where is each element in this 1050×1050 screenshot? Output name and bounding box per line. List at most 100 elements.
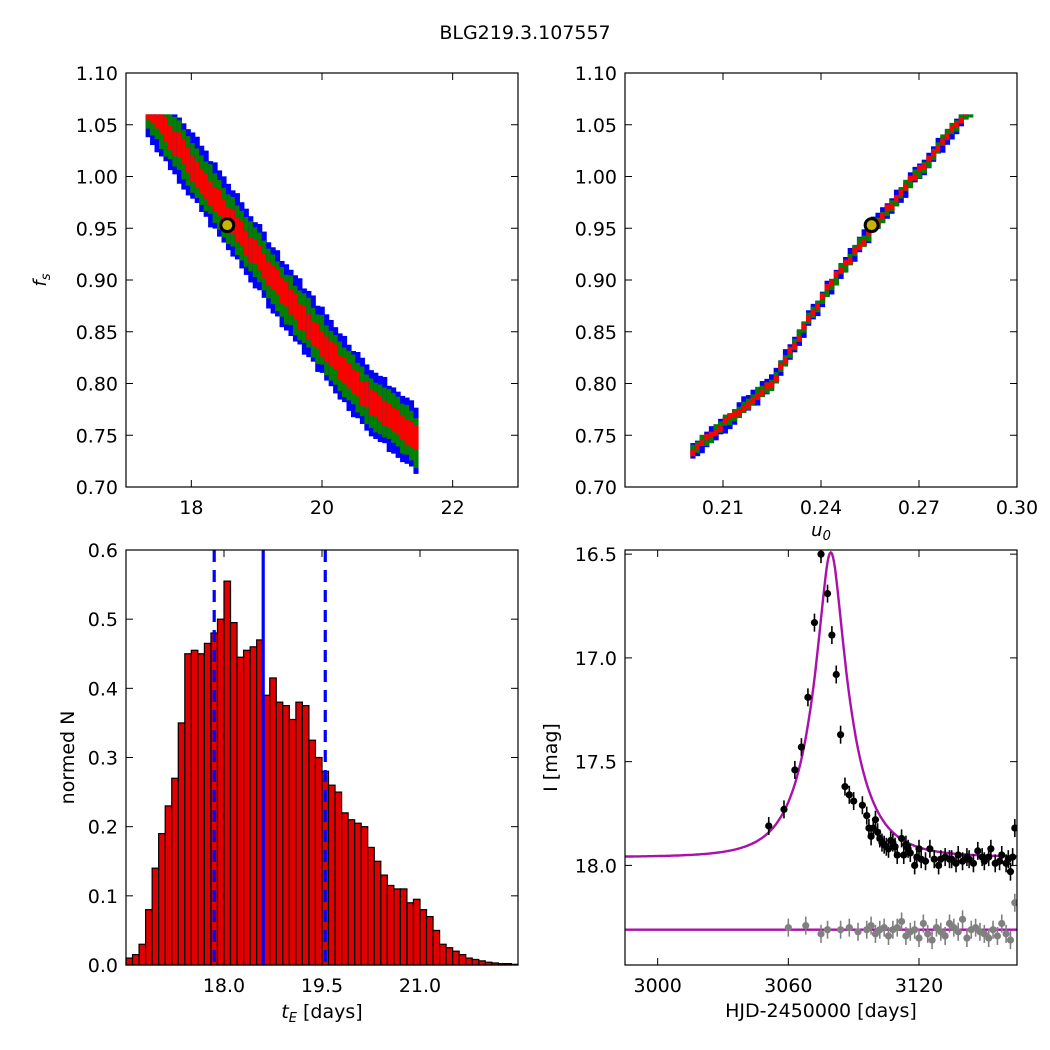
tl-xtick-label: 20 [310, 497, 334, 519]
tr-heat-cell-inner [963, 114, 969, 116]
tr-heat-cell-inner [773, 374, 779, 382]
bl-bar [164, 805, 173, 966]
br-residual-point [924, 930, 932, 938]
bl-bar [236, 656, 245, 966]
tl-heat-cell-inner [310, 321, 316, 346]
tl-ylabel: fs [30, 273, 54, 286]
br-residual-point [845, 924, 853, 932]
tr-heat-cell-inner [731, 411, 738, 418]
tl-heat-cell-inner [266, 260, 272, 286]
br-data-point [1006, 868, 1015, 876]
tr-heat-cell-mid [907, 176, 914, 189]
tl-heat-cell-inner [261, 253, 267, 279]
bl-bar [171, 777, 179, 966]
tl-heat-cell-inner [413, 425, 419, 450]
br-residual-point [958, 915, 967, 923]
tr-heat-cell-inner [880, 212, 886, 219]
tl-heat-cell-inner [279, 278, 285, 303]
br-data-point [765, 822, 773, 830]
tr-heat-cell-inner [801, 323, 807, 330]
tr-heat-cell-inner [958, 116, 964, 124]
bl-bar [177, 722, 186, 966]
tr-heat-cell-inner [921, 163, 927, 170]
tr-heat-cell-inner [824, 284, 830, 291]
tr-heat-cell-inner [917, 164, 923, 172]
br-data-point [1009, 853, 1017, 861]
br-residual-point [1002, 930, 1010, 938]
tl-heat-cell-inner [185, 147, 191, 173]
tl-heat-cell-inner [355, 371, 361, 397]
bl-bar [347, 819, 356, 966]
tr-heat-cell-inner [884, 204, 890, 211]
tr-heat-cell-inner [787, 346, 793, 353]
tl-heat-cell-mid [145, 114, 151, 129]
br-residual-point [1006, 936, 1015, 944]
tr-heat-cell-inner [861, 238, 867, 246]
bl-xtick-label: 18.0 [203, 975, 245, 997]
br-data-point [897, 834, 906, 843]
br-data-point [780, 805, 788, 813]
br-xlabel: HJD-2450000 [days] [725, 1000, 917, 1022]
tl-ytick-label: 0.80 [76, 374, 118, 396]
br-ytick-label: 17.0 [575, 648, 617, 670]
bl-bar [131, 954, 140, 966]
tr-heat-cell-mid [866, 230, 872, 242]
tl-heat-cell-inner [346, 363, 352, 389]
tl-heat-cell-inner [252, 239, 258, 265]
bl-bar [380, 874, 388, 966]
tr-heat-cell-inner [755, 393, 761, 400]
tr-heat-cell-inner [889, 203, 895, 210]
tl-heat-cell-inner [257, 245, 263, 271]
tr-heat-cell-inner [926, 155, 932, 162]
tr-heat-cell-inner [903, 184, 909, 191]
bl-bar [439, 943, 447, 966]
bl-bar [412, 898, 421, 966]
tr-xtick-label: 0.30 [996, 497, 1038, 519]
tr-ytick-label: 1.00 [575, 167, 617, 189]
tr-heat-cell-inner [833, 271, 840, 278]
tl-heat-cell-inner [283, 281, 290, 307]
br-residual-point [941, 932, 949, 940]
tr-heat-cell-mid [713, 424, 719, 436]
tr-heat-cell-inner [810, 309, 816, 316]
br-residual-point [784, 924, 792, 932]
bl-bar [190, 649, 199, 966]
br-ytick-label: 17.5 [575, 752, 617, 774]
tl-heat-cell-inner [359, 381, 365, 407]
br-data-point [791, 766, 799, 774]
br-residual-point [897, 917, 906, 926]
tr-heat-cell-inner [699, 439, 705, 446]
tl-heat-cell-mid [150, 114, 156, 136]
bl-bar [341, 812, 349, 966]
tr-heat-cell-mid [856, 237, 863, 249]
tl-heat-cell-inner [190, 156, 196, 182]
bl-bar [269, 677, 277, 966]
tr-heat-cell-inner [930, 150, 937, 157]
tl-ytick-label: 0.75 [76, 425, 118, 447]
bl-ytick-label: 0.1 [88, 886, 118, 908]
tr-ytick-label: 1.10 [575, 63, 617, 85]
br-data-point [987, 845, 995, 853]
br-data-point [810, 619, 819, 627]
bl-bar [465, 957, 473, 966]
bl-bar [203, 642, 212, 966]
tr-heat-cell-inner [694, 443, 701, 450]
bl-bar [452, 950, 460, 966]
br-residual-point [837, 926, 845, 934]
tr-heat-cell-mid [796, 329, 802, 341]
tr-heat-cell-mid [824, 285, 830, 298]
br-residual-point [954, 928, 962, 936]
tl-heat-cell-inner [409, 421, 415, 447]
tl-heat-cell-inner [181, 138, 187, 164]
tr-frame [624, 72, 1018, 488]
tl-ytick-label: 0.90 [76, 270, 118, 292]
br-data-point [906, 849, 914, 857]
tr-heat-cell-inner [722, 416, 728, 424]
tr-heat-cell-inner [815, 303, 821, 310]
br-data-point [1011, 824, 1017, 832]
tr-heat-cell-inner [829, 279, 835, 287]
br-data-point [930, 855, 938, 863]
tr-heat-cell-mid [727, 413, 733, 426]
tr-heat-cell-inner [935, 145, 941, 152]
bl-ytick-label: 0.6 [88, 540, 118, 562]
